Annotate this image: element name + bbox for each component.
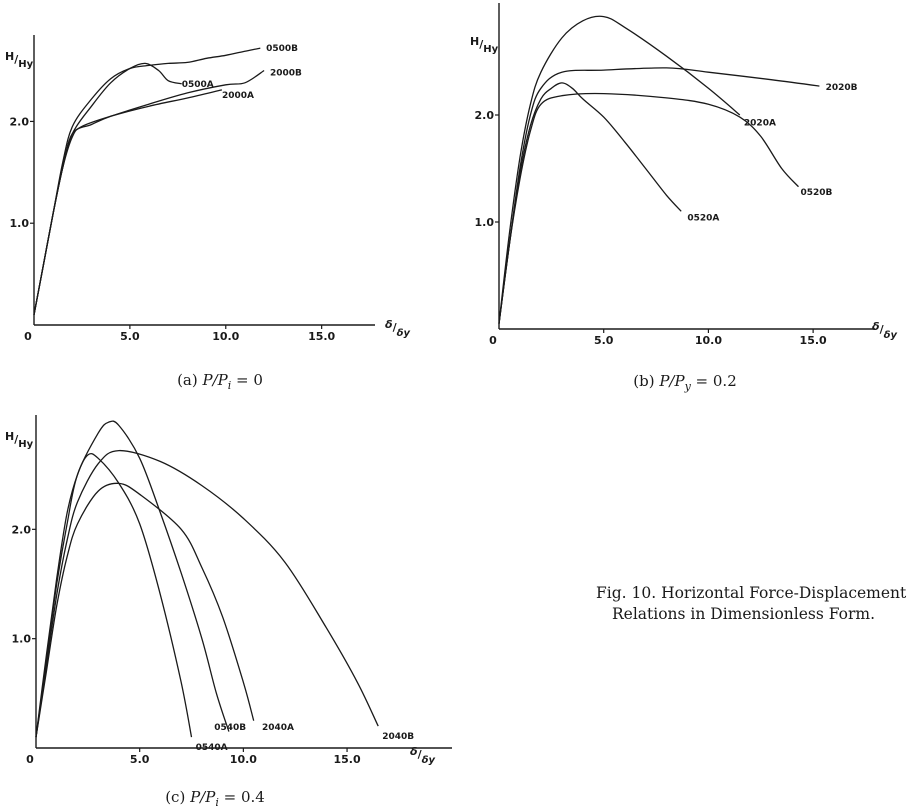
- series-label-2040B: 2040B: [382, 732, 414, 742]
- y-tick-label: 2.0: [10, 115, 30, 128]
- x-tick-label: 10.0: [695, 334, 722, 347]
- x-tick-label: 5.0: [130, 753, 150, 766]
- series-line-2040B: [35, 449, 379, 738]
- series-line-0520B: [498, 92, 799, 324]
- series-line-2020B: [498, 67, 820, 324]
- series-line-2000B: [33, 69, 265, 315]
- y-tick-label: 1.0: [12, 633, 32, 646]
- figure-caption-line1: Fig. 10. Horizontal Force-Displacement: [596, 584, 907, 602]
- series-label-2000B: 2000B: [270, 69, 302, 79]
- series-label-0520A: 0520A: [687, 214, 719, 224]
- x-tick-label: 0: [26, 753, 34, 766]
- series-line-0500B: [33, 47, 261, 315]
- x-axis-label: δ/δy: [410, 745, 435, 766]
- series-label-2040A: 2040A: [262, 723, 294, 733]
- x-tick-label: 0: [489, 334, 497, 347]
- x-tick-label: 5.0: [120, 330, 140, 343]
- series-label-0500B: 0500B: [266, 44, 298, 54]
- x-axis-label: δ/δy: [385, 318, 410, 339]
- x-tick-label: 15.0: [800, 334, 827, 347]
- panel-caption-3: (c) P/Pi = 0.4: [165, 788, 265, 809]
- y-axis-label: H/Hy: [470, 35, 499, 55]
- x-axis-label: δ/δy: [872, 320, 897, 341]
- series-line-0540A: [35, 452, 193, 738]
- series-line-2000A: [33, 89, 223, 315]
- y-tick-label: 1.0: [10, 217, 30, 230]
- series-line-2020A: [498, 15, 741, 324]
- series-label-2020A: 2020A: [744, 118, 776, 128]
- series-label-0500A: 0500A: [182, 80, 214, 90]
- y-tick-label: 2.0: [475, 109, 495, 122]
- chart-panel-1: 0 5.0 10.0 15.0 1.0 2.0 H/Hy δ/δy 0500B 0500A 2000…: [5, 35, 410, 392]
- series-label-2000A: 2000A: [222, 91, 254, 101]
- x-tick-label: 15.0: [333, 753, 360, 766]
- chart-panel-3: 0 5.0 10.0 15.0 1.0 2.0 H/Hy δ/δy 0540B 0540A 2040…: [5, 415, 452, 809]
- y-axis-label: H/Hy: [5, 50, 34, 70]
- y-tick-label: 1.0: [475, 216, 495, 229]
- x-tick-label: 10.0: [212, 330, 239, 343]
- series-line-0520A: [498, 82, 682, 324]
- panel-caption-1: (a) P/Pi = 0: [177, 371, 263, 392]
- x-tick-label: 15.0: [308, 330, 335, 343]
- series-label-0540B: 0540B: [214, 723, 246, 733]
- y-tick-label: 2.0: [12, 523, 32, 536]
- chart-panel-2: 0 5.0 10.0 15.0 1.0 2.0 H/Hy δ/δy 2020B 2020A 0520…: [470, 3, 897, 393]
- figure-caption-line2: Relations in Dimensionless Form.: [612, 605, 875, 623]
- panel-caption-2: (b) P/Py = 0.2: [633, 372, 737, 393]
- figure-caption: Fig. 10. Horizontal Force-Displacement R…: [596, 583, 906, 625]
- y-axis-label: H/Hy: [5, 430, 34, 450]
- x-tick-label: 5.0: [594, 334, 614, 347]
- series-label-2020B: 2020B: [826, 83, 858, 93]
- series-label-0540A: 0540A: [196, 743, 228, 753]
- series-label-0520B: 0520B: [800, 188, 832, 198]
- x-tick-label: 10.0: [230, 753, 257, 766]
- series-line-2040A: [35, 482, 255, 738]
- x-tick-label: 0: [24, 330, 32, 343]
- series-line-0540B: [35, 420, 230, 738]
